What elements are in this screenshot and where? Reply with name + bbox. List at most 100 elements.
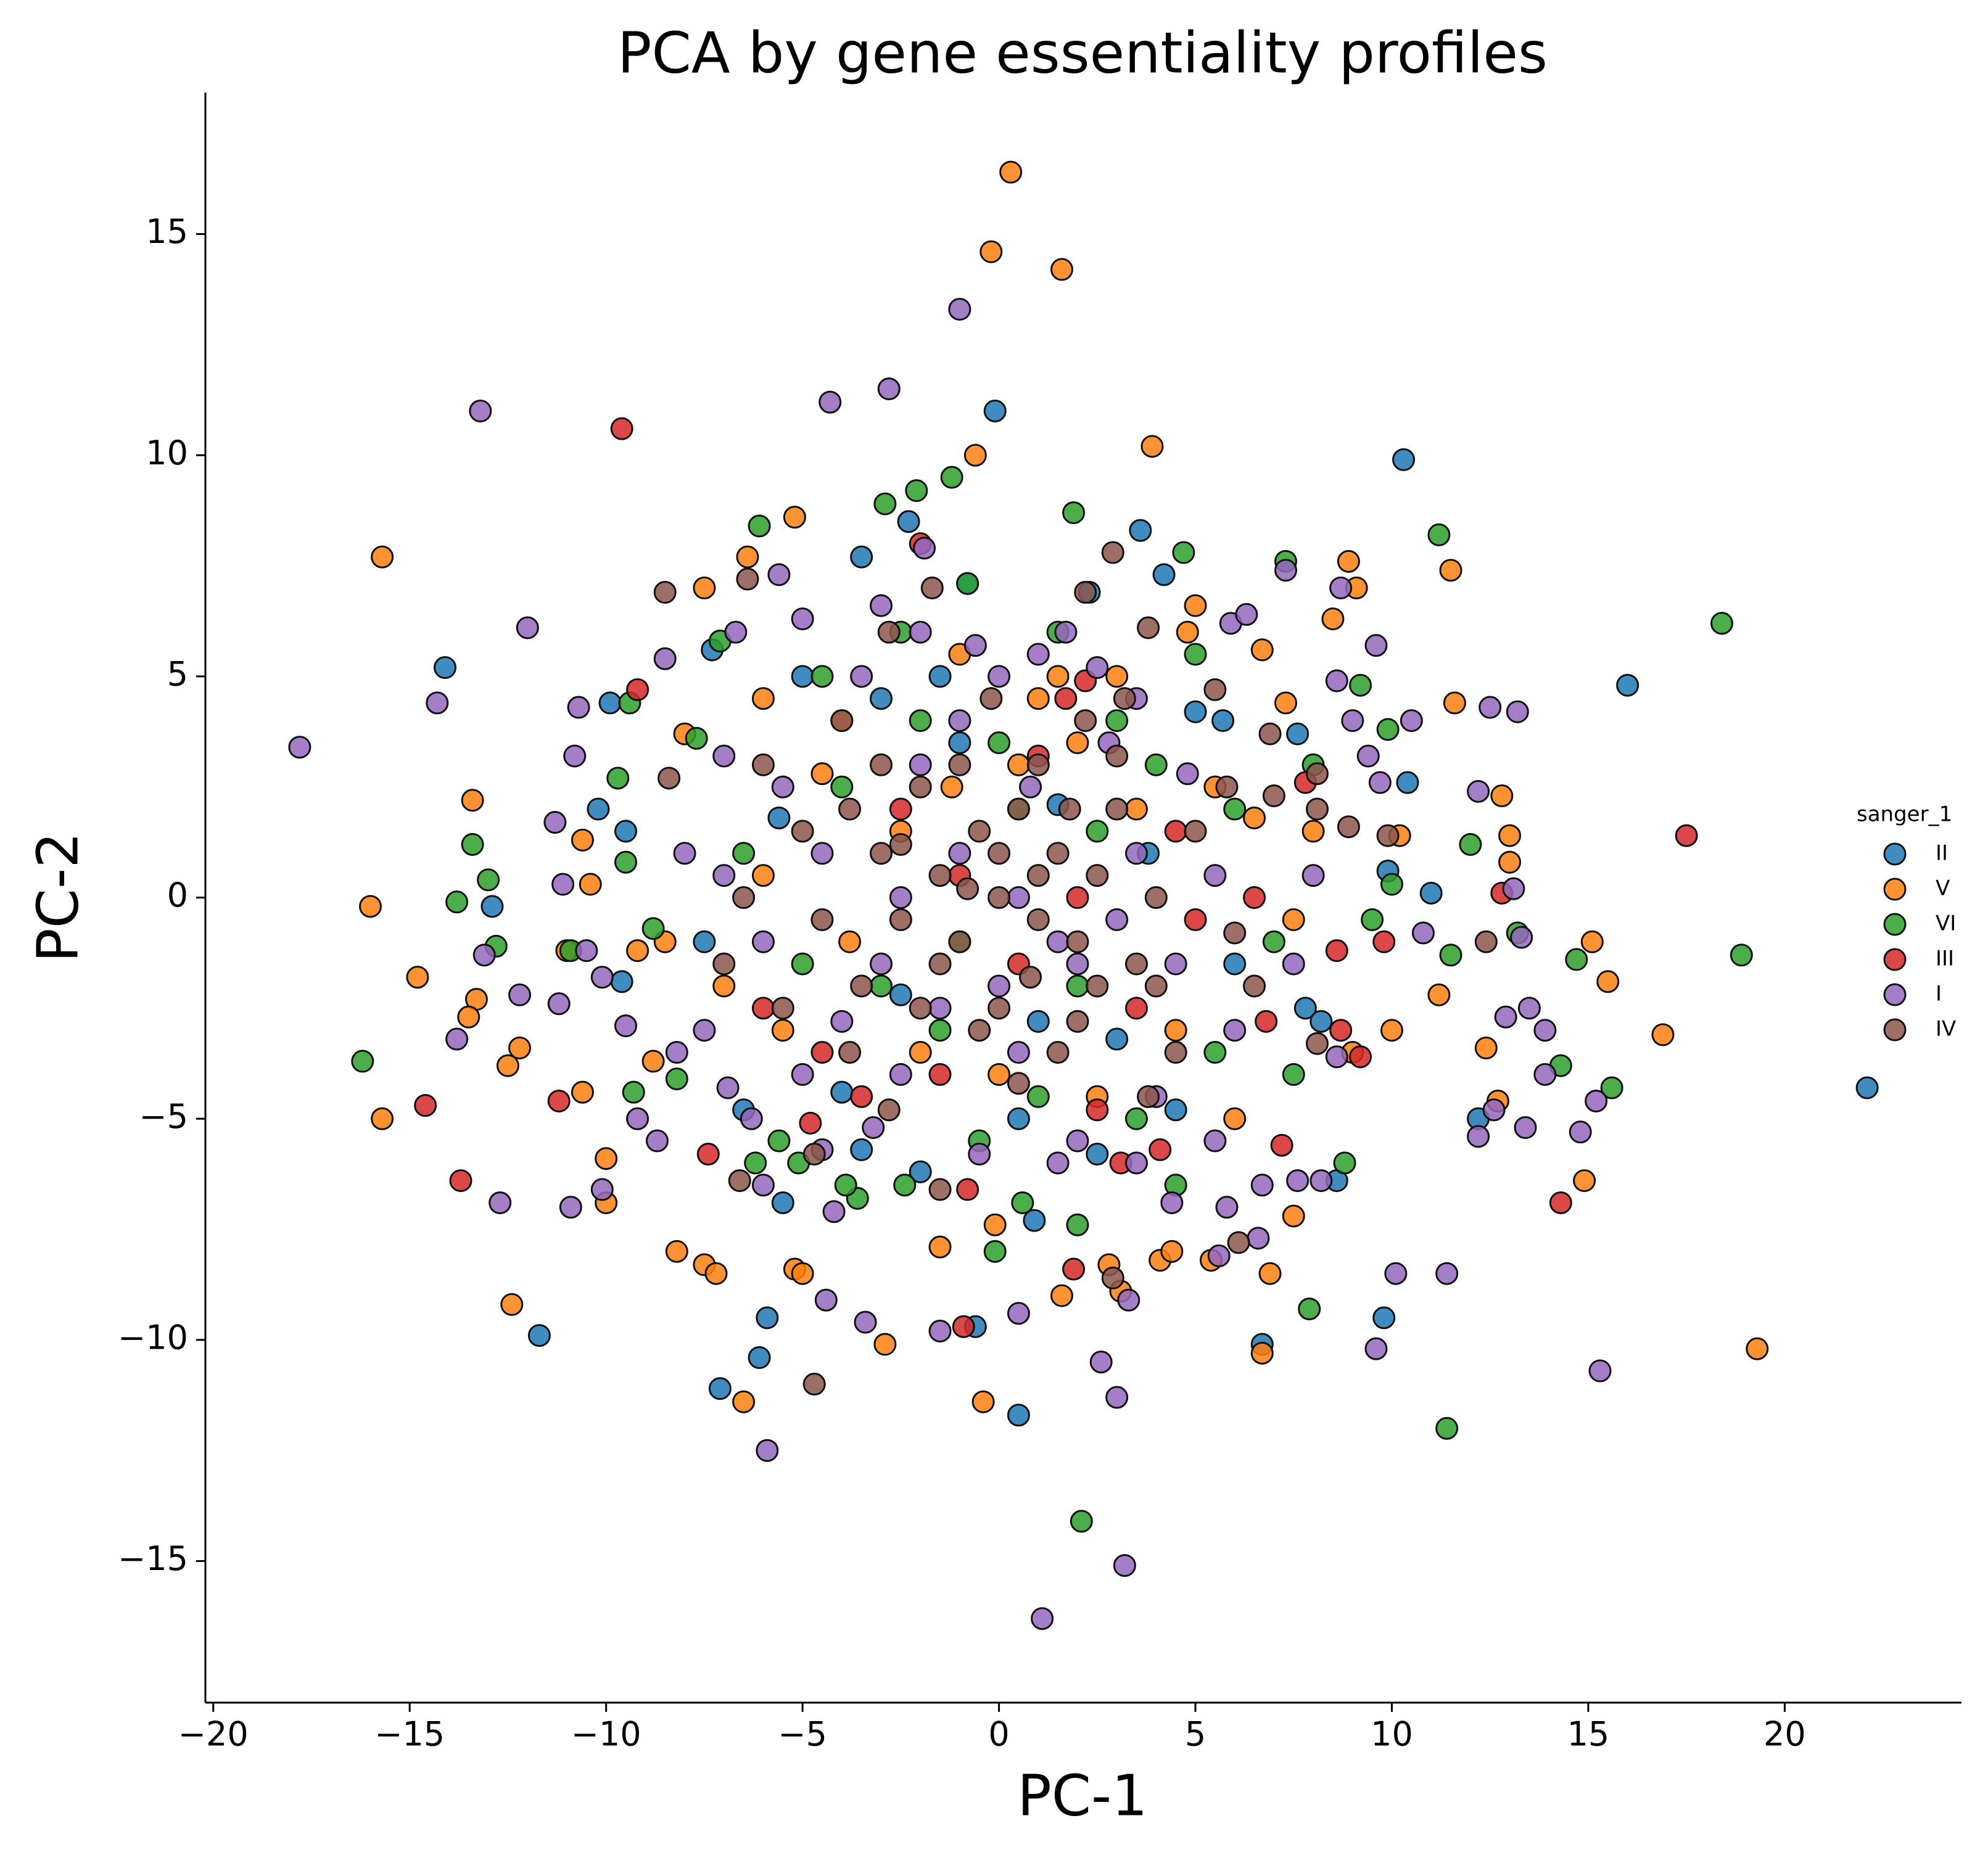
scatter-point: [1321, 607, 1345, 631]
scatter-point: [1533, 1063, 1557, 1086]
scatter-point: [771, 1019, 794, 1042]
scatter-point: [909, 1041, 932, 1064]
scatter-point: [736, 567, 759, 591]
scatter-point: [1124, 1151, 1148, 1175]
scatter-point: [791, 1262, 814, 1285]
scatter-point: [595, 1147, 618, 1170]
scatter-point: [751, 1174, 775, 1197]
scatter-point: [461, 832, 484, 856]
scatter-point: [928, 1178, 952, 1201]
scatter-point: [1184, 700, 1207, 723]
scatter-point: [693, 1019, 716, 1042]
scatter-point: [653, 647, 677, 670]
scatter-point: [956, 1178, 980, 1201]
scatter-point: [614, 1014, 637, 1038]
scatter-point: [1514, 1116, 1537, 1139]
scatter-point: [1250, 1174, 1274, 1197]
scatter-point: [850, 545, 873, 569]
scatter-point: [1427, 523, 1451, 546]
scatter-point: [1502, 877, 1525, 900]
x-tick-label: 0: [988, 1715, 1009, 1754]
scatter-point: [948, 731, 971, 754]
legend-marker: [1883, 1018, 1907, 1042]
scatter-point: [877, 1098, 901, 1122]
scatter-point: [1710, 612, 1733, 635]
scatter-point: [1258, 722, 1282, 746]
series-I: [288, 297, 1612, 1630]
scatter-point: [1569, 1120, 1592, 1144]
scatter-point: [472, 944, 496, 967]
legend-marker: [1883, 948, 1907, 971]
scatter-point: [1124, 952, 1148, 976]
scatter-point: [1026, 1009, 1050, 1033]
scatter-point: [1282, 952, 1305, 976]
scatter-point: [371, 1107, 394, 1130]
scatter-point: [693, 576, 716, 599]
scatter-point: [980, 687, 1003, 710]
scatter-point: [877, 377, 901, 401]
scatter-point: [1046, 1151, 1070, 1175]
scatter-point: [1380, 1019, 1403, 1042]
scatter-point: [1184, 908, 1207, 931]
scatter-point: [1310, 1009, 1333, 1033]
scatter-point: [1372, 930, 1396, 953]
scatter-point: [1325, 939, 1348, 963]
scatter-point: [1086, 1143, 1109, 1166]
scatter-point: [1549, 1191, 1572, 1214]
scatter-point: [527, 1324, 551, 1347]
scatter-point: [909, 775, 932, 799]
scatter-point: [1124, 797, 1148, 821]
scatter-point: [751, 753, 775, 776]
scatter-point: [988, 665, 1011, 688]
legend-marker: [1883, 842, 1907, 866]
scatter-point: [1364, 634, 1388, 657]
scatter-point: [1282, 908, 1305, 931]
scatter-point: [732, 842, 756, 865]
scatter-point: [1247, 1227, 1270, 1250]
scatter-point: [1105, 1386, 1129, 1409]
scatter-point: [496, 1054, 519, 1077]
scatter-point: [1384, 1262, 1408, 1285]
scatter-point: [1293, 997, 1317, 1020]
scatter-point: [1184, 594, 1207, 617]
scatter-point: [1498, 824, 1522, 847]
scatter-point: [869, 594, 893, 617]
scatter-point: [445, 1027, 469, 1051]
scatter-point: [1066, 974, 1089, 998]
scatter-point: [1443, 691, 1466, 715]
scatter-point: [1101, 541, 1124, 564]
scatter-point: [1517, 997, 1541, 1020]
scatter-point: [665, 1041, 688, 1064]
scatter-point: [889, 908, 912, 931]
scatter-point: [641, 917, 665, 940]
scatter-point: [1565, 948, 1588, 971]
scatter-point: [559, 1196, 582, 1219]
scatter-point: [1215, 775, 1239, 799]
scatter-point: [477, 868, 500, 892]
scatter-point: [1160, 1191, 1184, 1214]
scatter-point: [1074, 709, 1097, 733]
scatter-point: [1160, 1240, 1184, 1263]
scatter-point: [869, 842, 893, 865]
scatter-point: [547, 1089, 571, 1112]
scatter-point: [791, 665, 814, 688]
scatter-point: [1144, 886, 1168, 909]
scatter-point: [1250, 638, 1274, 662]
scatter-point: [1066, 886, 1089, 909]
scatter-point: [1258, 1262, 1282, 1285]
scatter-point: [940, 466, 963, 489]
scatter-point: [1066, 1009, 1089, 1033]
scatter-point: [889, 1063, 912, 1086]
scatter-point: [850, 974, 873, 998]
scatter-point: [1007, 753, 1030, 776]
scatter-point: [869, 753, 893, 776]
scatter-point: [449, 1169, 472, 1193]
scatter-point: [751, 997, 775, 1020]
scatter-point: [1105, 709, 1129, 733]
scatter-point: [1580, 930, 1604, 953]
scatter-point: [928, 997, 952, 1020]
scatter-point: [724, 620, 748, 644]
scatter-point: [1400, 709, 1423, 733]
scatter-point: [1026, 753, 1050, 776]
